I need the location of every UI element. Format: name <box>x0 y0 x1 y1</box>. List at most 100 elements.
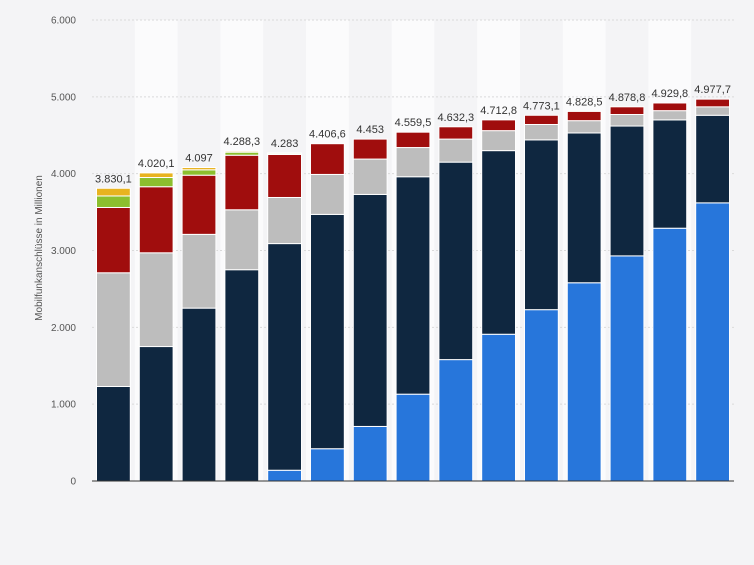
bar-segment-11-series-3 <box>524 124 558 139</box>
bar-segment-5-series-3 <box>268 197 302 243</box>
bar-segment-7-series-3 <box>353 159 387 194</box>
bar-stack-9 <box>439 127 473 481</box>
bar-segment-8-series-3 <box>396 148 430 177</box>
total-label-3: 4.097 <box>185 153 213 165</box>
bar-segment-3-series-4 <box>182 175 216 234</box>
bar-segment-12-series-3 <box>567 121 601 133</box>
bar-segment-10-series-2 <box>482 151 516 335</box>
bar-segment-6-series-4 <box>310 144 344 175</box>
bar-segment-11-series-4 <box>524 115 558 124</box>
bar-segment-10-series-3 <box>482 131 516 151</box>
bar-segment-13-series-1 <box>610 256 644 481</box>
bar-segment-7-series-4 <box>353 139 387 159</box>
bar-segment-9-series-1 <box>439 360 473 481</box>
bar-segment-2-series-2 <box>139 347 173 481</box>
bar-segment-9-series-2 <box>439 162 473 359</box>
bar-segment-3-series-3 <box>182 234 216 308</box>
bar-segment-15-series-4 <box>696 99 730 107</box>
bar-stack-12 <box>567 111 601 481</box>
bar-segment-7-series-1 <box>353 426 387 481</box>
total-label-2: 4.020,1 <box>138 158 175 170</box>
bar-segment-13-series-3 <box>610 115 644 127</box>
total-label-4: 4.288,3 <box>223 136 260 148</box>
bar-segment-5-series-4 <box>268 154 302 197</box>
total-label-6: 4.406,6 <box>309 129 346 141</box>
bar-segment-8-series-2 <box>396 177 430 394</box>
y-tick-label-6000: 6.000 <box>51 16 76 27</box>
bar-segment-7-series-2 <box>353 194 387 426</box>
y-tick-label-3000: 3.000 <box>51 246 76 257</box>
bar-segment-11-series-1 <box>524 310 558 481</box>
bar-segment-8-series-1 <box>396 394 430 481</box>
bar-segment-15-series-3 <box>696 107 730 115</box>
bar-segment-1-series-5 <box>96 196 130 208</box>
total-label-13: 4.878,8 <box>609 92 646 104</box>
bar-segment-3-series-6 <box>182 168 216 170</box>
bar-segment-14-series-4 <box>653 103 687 111</box>
bar-stack-8 <box>396 132 430 481</box>
total-label-1: 3.830,1 <box>95 173 132 185</box>
total-label-14: 4.929,8 <box>651 88 688 100</box>
total-label-12: 4.828,5 <box>566 96 603 108</box>
total-label-10: 4.712,8 <box>480 105 517 117</box>
total-label-5: 4.283 <box>271 138 299 150</box>
bar-stack-6 <box>310 144 344 481</box>
y-tick-label-1000: 1.000 <box>51 400 76 411</box>
bar-segment-12-series-2 <box>567 133 601 283</box>
bar-segment-12-series-1 <box>567 283 601 481</box>
total-label-11: 4.773,1 <box>523 100 560 112</box>
total-label-8: 4.559,5 <box>395 117 432 129</box>
bar-segment-10-series-1 <box>482 334 516 481</box>
bar-segment-5-series-2 <box>268 244 302 471</box>
bar-segment-11-series-2 <box>524 140 558 310</box>
bar-segment-15-series-1 <box>696 203 730 481</box>
bar-segment-3-series-5 <box>182 170 216 175</box>
total-label-9: 4.632,3 <box>437 112 474 124</box>
bar-stack-15 <box>696 99 730 481</box>
bar-segment-3-series-2 <box>182 308 216 481</box>
bar-segment-14-series-2 <box>653 120 687 228</box>
bar-stack-10 <box>482 120 516 481</box>
bar-segment-4-series-6 <box>225 151 259 152</box>
bar-segment-6-series-3 <box>310 174 344 214</box>
bar-segment-13-series-4 <box>610 107 644 115</box>
bar-segment-6-series-2 <box>310 214 344 448</box>
y-tick-label-2000: 2.000 <box>51 323 76 334</box>
bar-segment-1-series-2 <box>96 386 130 481</box>
bar-stack-5 <box>268 153 302 481</box>
bar-segment-9-series-3 <box>439 139 473 162</box>
bar-segment-2-series-6 <box>139 173 173 178</box>
bar-segment-4-series-4 <box>225 155 259 210</box>
bar-segment-1-series-6 <box>96 188 130 196</box>
bar-segment-1-series-3 <box>96 273 130 387</box>
bar-segment-15-series-2 <box>696 115 730 203</box>
bar-segment-2-series-5 <box>139 178 173 187</box>
bar-stack-11 <box>524 115 558 481</box>
bar-segment-14-series-3 <box>653 111 687 120</box>
y-axis-title: Mobilfunkanschlüsse in Millionen <box>34 175 45 321</box>
bar-stack-1 <box>96 188 130 481</box>
bar-segment-1-series-4 <box>96 207 130 272</box>
bar-segment-10-series-4 <box>482 120 516 131</box>
bar-stack-13 <box>610 107 644 481</box>
y-tick-label-5000: 5.000 <box>51 92 76 103</box>
bar-segment-13-series-2 <box>610 126 644 256</box>
bar-stack-3 <box>182 168 216 481</box>
bar-segment-4-series-2 <box>225 270 259 481</box>
y-axis-tick-labels: 0 1.000 2.000 3.000 4.000 5.000 6.000 <box>51 16 76 488</box>
bar-stack-7 <box>353 139 387 481</box>
bar-segment-2-series-4 <box>139 187 173 253</box>
total-label-7: 4.453 <box>356 124 384 136</box>
bar-segment-8-series-4 <box>396 132 430 147</box>
bar-segment-4-series-3 <box>225 210 259 270</box>
y-tick-label-0: 0 <box>70 477 76 488</box>
bar-segment-14-series-1 <box>653 228 687 481</box>
bar-segment-5-series-1 <box>268 470 302 481</box>
bar-segment-9-series-4 <box>439 127 473 139</box>
y-tick-label-4000: 4.000 <box>51 169 76 180</box>
bar-segment-12-series-4 <box>567 111 601 120</box>
bar-segment-6-series-1 <box>310 449 344 481</box>
bar-segment-2-series-3 <box>139 253 173 347</box>
